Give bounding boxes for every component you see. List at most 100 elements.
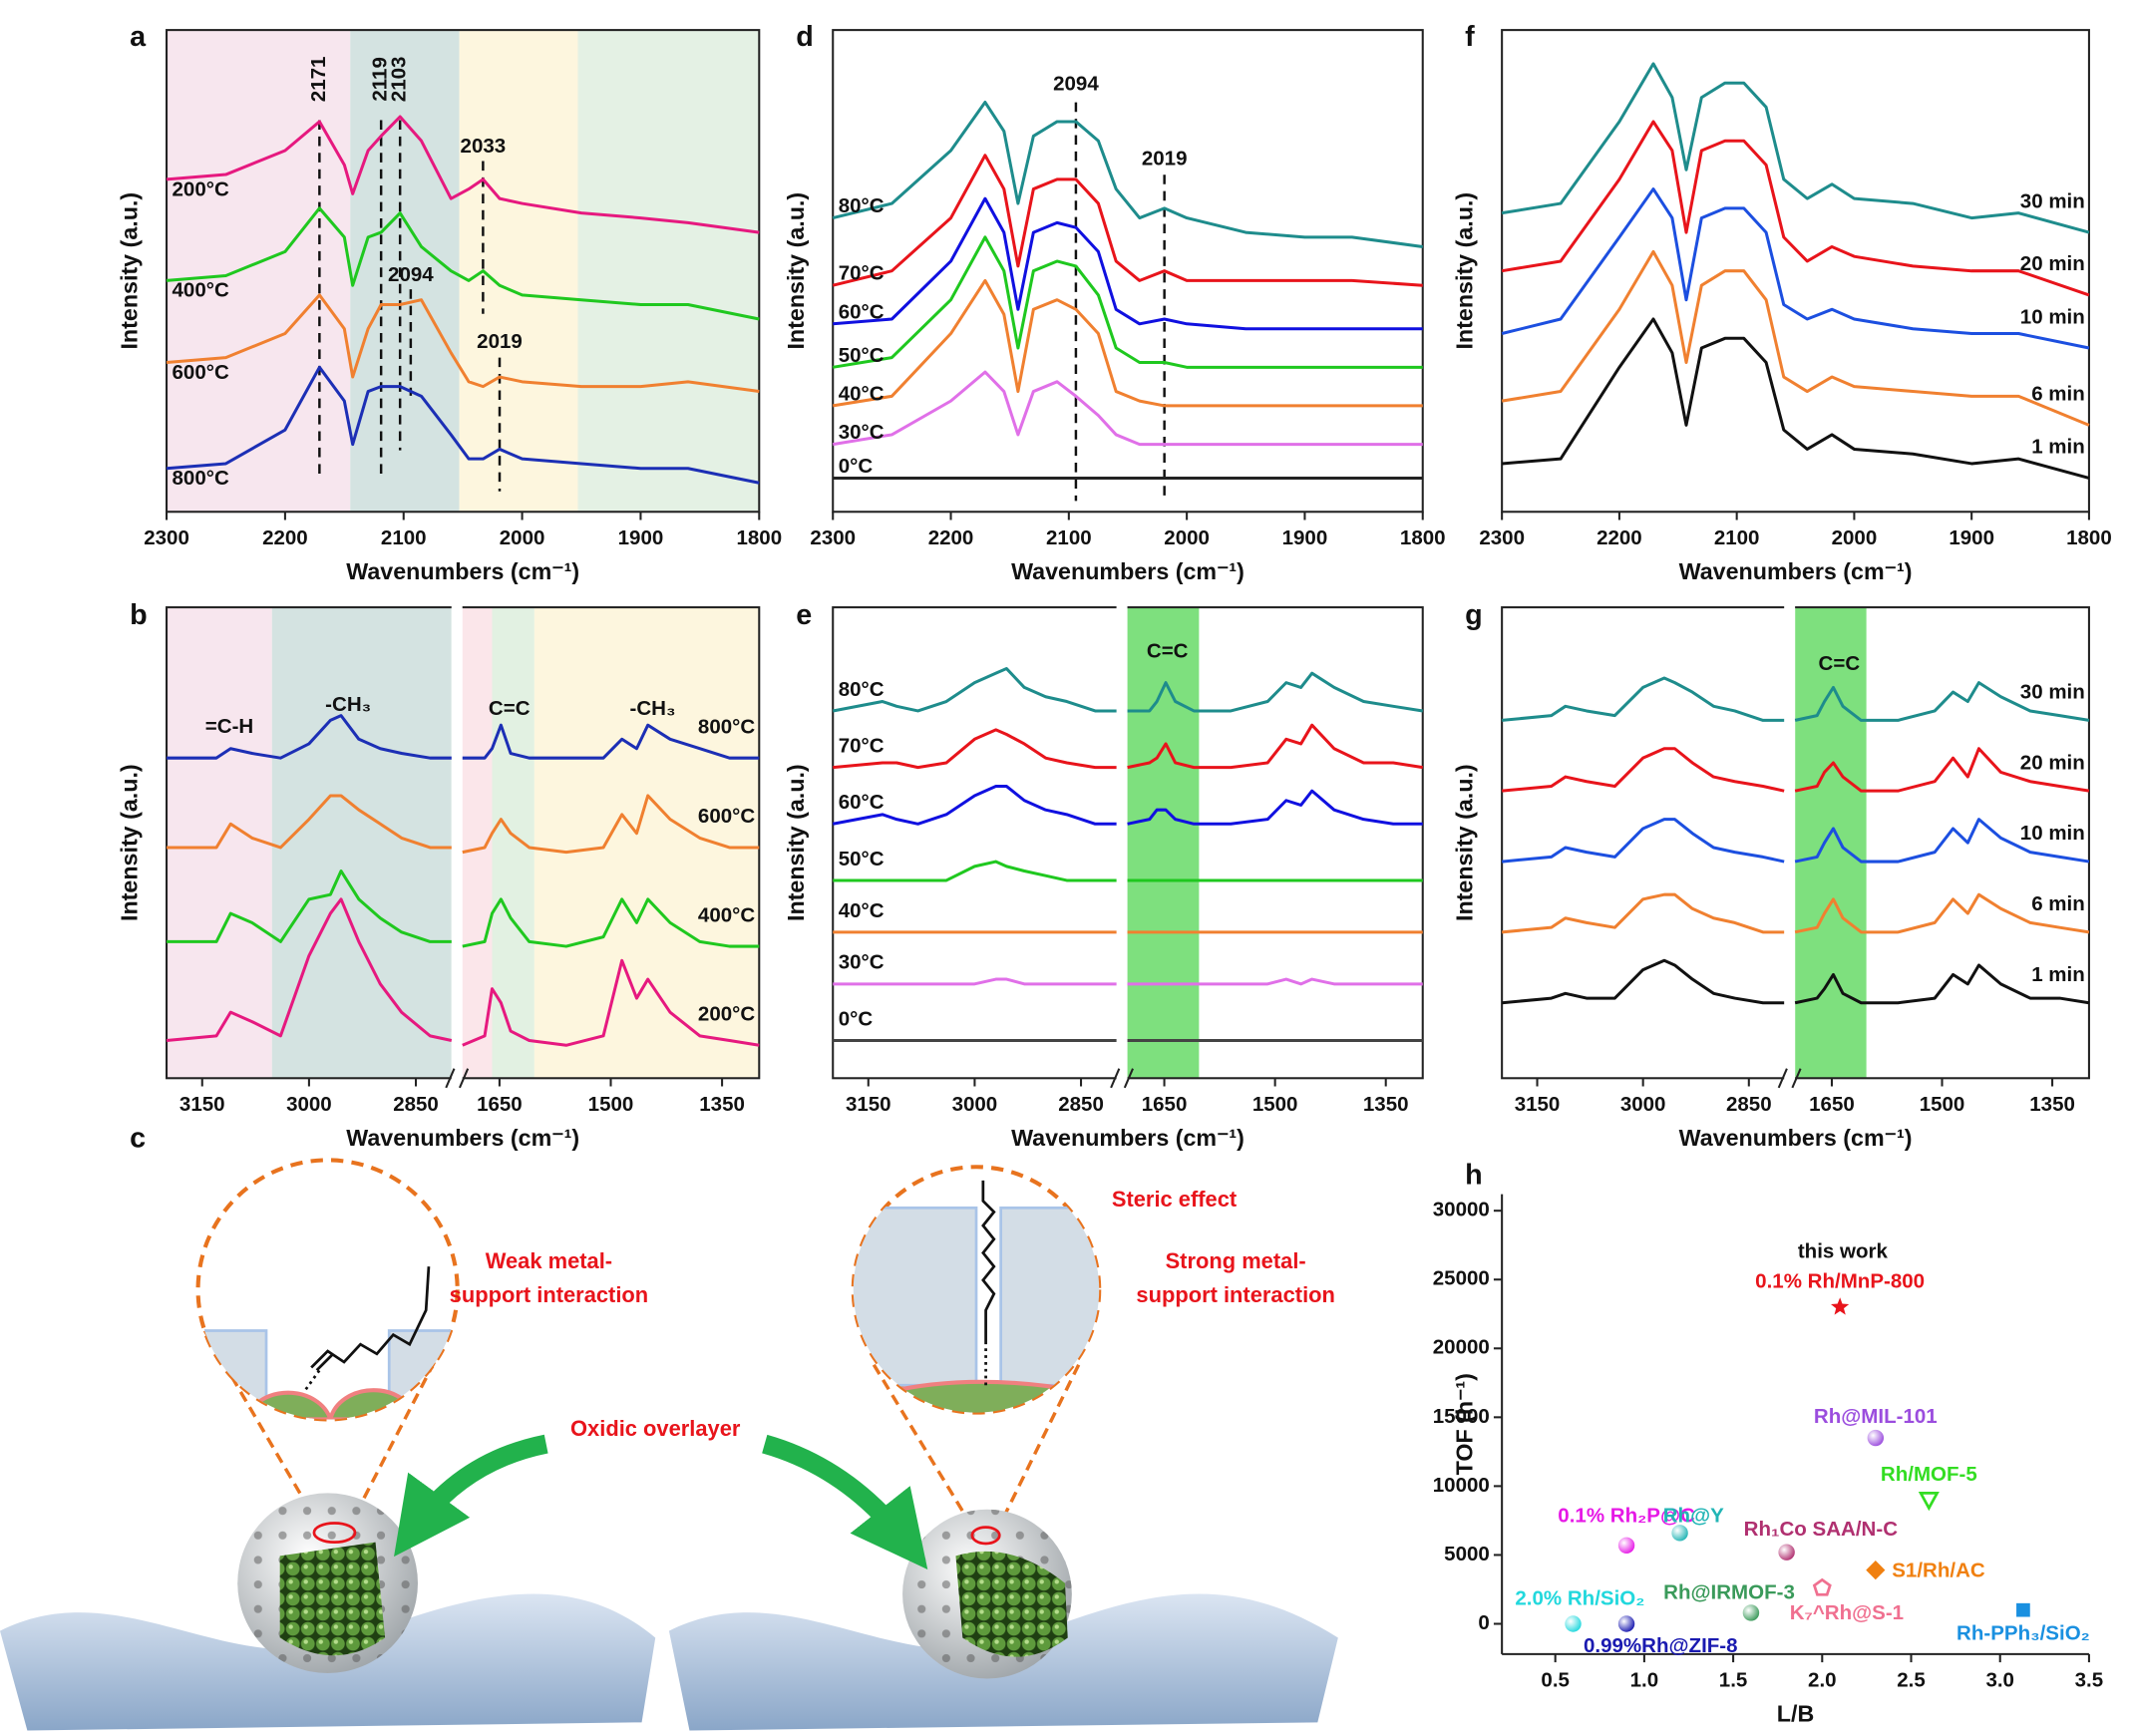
x-tick-label: 1800 bbox=[1400, 526, 1446, 549]
spectrum-line bbox=[166, 897, 453, 1043]
panel-letter: f bbox=[1465, 21, 1475, 53]
point bbox=[2016, 1602, 2030, 1617]
point-label: Rh₁Co SAA/N-C bbox=[1744, 1518, 1899, 1541]
spectrum-line bbox=[833, 860, 1117, 882]
annotation: support interaction bbox=[1136, 1282, 1334, 1307]
highlight bbox=[312, 1522, 357, 1545]
series-label: 1 min bbox=[2031, 963, 2085, 986]
band bbox=[492, 607, 534, 1079]
x-tick-label: 1900 bbox=[1949, 526, 1994, 549]
band-label: C=C bbox=[489, 697, 531, 720]
x-tick-label: 3000 bbox=[1620, 1093, 1666, 1116]
series-label: 200°C bbox=[698, 1003, 755, 1026]
spectrum-line bbox=[833, 728, 1117, 770]
x-tick-label: 1350 bbox=[2029, 1093, 2075, 1116]
spectrum-line bbox=[166, 206, 760, 321]
band-label: =C-H bbox=[205, 715, 253, 738]
spectrum-line bbox=[1501, 62, 2090, 234]
x-tick-label: 1650 bbox=[477, 1093, 523, 1116]
x-tick-label: 2200 bbox=[1597, 526, 1642, 549]
band bbox=[271, 607, 452, 1079]
spectrum-line bbox=[166, 115, 760, 234]
spectrum-line bbox=[1794, 681, 2090, 722]
x-tick-label: 3150 bbox=[1515, 1093, 1561, 1116]
spectrum-line bbox=[1502, 958, 1785, 1005]
point bbox=[1742, 1604, 1760, 1621]
y-tick-label: 20000 bbox=[1433, 1336, 1490, 1359]
annotation: this work bbox=[1798, 1240, 1889, 1263]
marker-label: 2103 bbox=[388, 57, 411, 103]
spectrum-line bbox=[1127, 977, 1423, 986]
series-label: 10 min bbox=[2020, 305, 2085, 328]
series-label: 6 min bbox=[2031, 383, 2085, 406]
diagram: c Weak me bbox=[0, 1122, 1338, 1731]
y-tick-label: 25000 bbox=[1433, 1267, 1490, 1290]
x-tick-label: 1350 bbox=[699, 1093, 745, 1116]
spectrum-line bbox=[1127, 789, 1423, 826]
spectrum-line bbox=[832, 278, 1423, 408]
point bbox=[1918, 1491, 1940, 1512]
panel-letter: c bbox=[130, 1122, 146, 1154]
series-label: 50°C bbox=[839, 344, 885, 367]
series-label: 80°C bbox=[839, 194, 885, 217]
spectrum-line bbox=[832, 370, 1423, 447]
series-label: 600°C bbox=[698, 805, 755, 828]
panel-letter: h bbox=[1465, 1159, 1483, 1191]
x-tick-label: 0.5 bbox=[1541, 1669, 1570, 1692]
band bbox=[577, 30, 760, 513]
panel-letter: b bbox=[130, 599, 148, 631]
highlight bbox=[970, 1526, 1001, 1546]
point bbox=[1617, 1537, 1635, 1554]
series-label: 30°C bbox=[839, 951, 885, 974]
metal-particles bbox=[955, 1551, 1068, 1657]
y-axis-label: Intensity (a.u.) bbox=[783, 192, 809, 350]
spectrum-line bbox=[832, 101, 1423, 248]
point-label: 2.0% Rh/SiO₂ bbox=[1515, 1586, 1644, 1609]
point bbox=[1812, 1577, 1832, 1596]
band-label: -CH₃ bbox=[325, 693, 371, 716]
marker-label: 2019 bbox=[1142, 148, 1188, 171]
spectrum-line bbox=[833, 196, 1423, 331]
spectrum-line bbox=[1127, 723, 1423, 770]
spectrum-line bbox=[832, 154, 1423, 287]
series-label: 70°C bbox=[839, 262, 885, 285]
spectrum-line bbox=[167, 869, 452, 943]
x-tick-label: 2000 bbox=[500, 526, 545, 549]
series-label: 40°C bbox=[839, 899, 885, 922]
marker-label: 2019 bbox=[477, 330, 523, 353]
x-tick-label: 2300 bbox=[810, 526, 856, 549]
series-label: 20 min bbox=[2020, 751, 2085, 774]
x-tick-label: 1900 bbox=[618, 526, 664, 549]
x-tick-label: 3.5 bbox=[2075, 1669, 2104, 1692]
panel-letter: g bbox=[1465, 599, 1483, 631]
spectrum-line bbox=[832, 785, 1117, 826]
x-axis-label: Wavenumbers (cm⁻¹) bbox=[1679, 1125, 1913, 1151]
x-tick-label: 2.0 bbox=[1808, 1669, 1837, 1692]
series-label: 60°C bbox=[839, 300, 885, 323]
x-tick-label: 1800 bbox=[736, 526, 782, 549]
series-label: 200°C bbox=[173, 177, 229, 200]
y-tick-label: 0 bbox=[1478, 1611, 1489, 1634]
point-label: K₇^Rh@S-1 bbox=[1790, 1601, 1904, 1624]
spectrum-line bbox=[1502, 317, 2090, 480]
marker-label: 2094 bbox=[388, 263, 434, 286]
x-tick-label: 2850 bbox=[393, 1093, 439, 1116]
x-axis-label: Wavenumbers (cm⁻¹) bbox=[1679, 558, 1913, 584]
series-label: 30°C bbox=[839, 421, 885, 444]
spectrum-line bbox=[166, 365, 760, 485]
y-tick-label: 10000 bbox=[1433, 1474, 1490, 1497]
series-label: 30 min bbox=[2020, 189, 2085, 212]
x-tick-label: 3000 bbox=[286, 1093, 332, 1116]
annotation: Weak metal- bbox=[486, 1248, 612, 1273]
spectrum-line bbox=[1794, 818, 2090, 864]
point bbox=[1866, 1561, 1886, 1580]
spectrum-line bbox=[1502, 892, 1785, 934]
spectrum-line bbox=[462, 958, 760, 1047]
spectrum-line bbox=[1501, 120, 2090, 297]
y-axis-label: Intensity (a.u.) bbox=[117, 192, 143, 350]
spectrum-line bbox=[1501, 187, 2090, 350]
series-label: 0°C bbox=[839, 455, 874, 478]
y-tick-label: 15000 bbox=[1433, 1405, 1490, 1428]
band-label: -CH₃ bbox=[630, 697, 676, 720]
break-mark bbox=[1791, 1068, 1802, 1089]
